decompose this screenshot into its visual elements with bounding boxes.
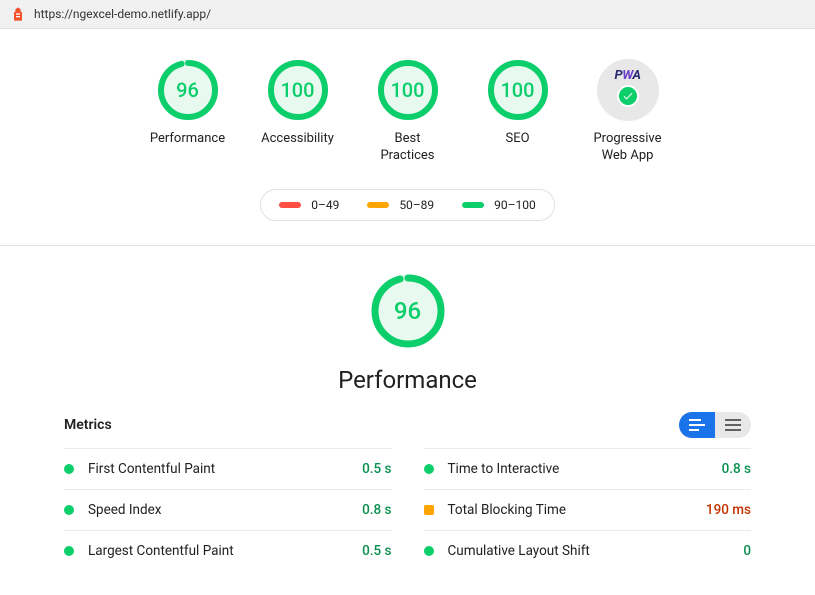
legend-range: 0–49 (311, 198, 339, 212)
view-toggle-expanded-button[interactable] (679, 412, 715, 438)
gauge-value: 100 (487, 59, 549, 121)
metric-status-icon (424, 546, 434, 556)
metrics-view-toggle (679, 412, 751, 438)
score-label: Performance (150, 131, 225, 148)
pwa-check-icon (617, 85, 639, 107)
metric-name: Largest Contentful Paint (88, 543, 362, 559)
metric-value: 0.5 s (362, 543, 391, 559)
gauge-accessibility: 100 (267, 59, 329, 121)
score-label: SEO (505, 131, 529, 148)
metric-status-icon (424, 464, 434, 474)
metric-row[interactable]: First Contentful Paint 0.5 s (64, 448, 392, 489)
metric-name: Time to Interactive (448, 461, 722, 477)
lighthouse-icon (10, 6, 26, 22)
score-pwa[interactable]: PWA ProgressiveWeb App (589, 59, 667, 165)
metric-value: 0.8 s (362, 502, 391, 518)
metrics-header: Metrics (64, 412, 751, 438)
metric-row[interactable]: Cumulative Layout Shift 0 (424, 530, 752, 571)
legend-range: 90–100 (494, 198, 536, 212)
score-label: BestPractices (380, 131, 434, 165)
legend-item: 0–49 (279, 198, 339, 212)
legend-swatch (462, 202, 484, 208)
metric-name: First Contentful Paint (88, 461, 362, 477)
url-text: https://ngexcel-demo.netlify.app/ (34, 7, 211, 21)
metric-value: 190 ms (706, 502, 751, 518)
metric-status-icon (64, 505, 74, 515)
category-title: Performance (338, 366, 477, 394)
url-bar: https://ngexcel-demo.netlify.app/ (0, 0, 815, 29)
gauge-seo: 100 (487, 59, 549, 121)
metric-name: Speed Index (88, 502, 362, 518)
score-legend: 0–49 50–89 90–100 (260, 189, 555, 221)
category-score-section: 96 Performance (0, 246, 815, 412)
metric-value: 0.8 s (722, 461, 751, 477)
category-gauge: 96 (369, 272, 447, 350)
gauge-best: 100 (377, 59, 439, 121)
gauge-value: 100 (267, 59, 329, 121)
legend-range: 50–89 (399, 198, 434, 212)
category-gauge-value: 96 (369, 272, 447, 350)
legend-item: 50–89 (367, 198, 434, 212)
gauge-performance: 96 (157, 59, 219, 121)
legend-item: 90–100 (462, 198, 536, 212)
metric-name: Total Blocking Time (448, 502, 706, 518)
gauge-value: 96 (157, 59, 219, 121)
metric-status-icon (64, 546, 74, 556)
metric-row[interactable]: Time to Interactive 0.8 s (424, 448, 752, 489)
view-toggle-compact-button[interactable] (715, 412, 751, 438)
pwa-icon: PWA (615, 68, 641, 83)
metrics-grid: First Contentful Paint 0.5 s Time to Int… (64, 448, 751, 571)
score-best[interactable]: 100 BestPractices (369, 59, 447, 165)
metric-status-icon (64, 464, 74, 474)
scores-row: 96 Performance 100 Accessibility 100 Bes… (0, 29, 815, 181)
metric-value: 0 (743, 543, 751, 559)
score-seo[interactable]: 100 SEO (479, 59, 557, 165)
metric-name: Cumulative Layout Shift (448, 543, 744, 559)
score-label: Accessibility (261, 131, 334, 148)
metric-status-icon (424, 505, 434, 515)
gauge-value: 100 (377, 59, 439, 121)
metric-value: 0.5 s (362, 461, 391, 477)
metrics-section: Metrics First Contentful Paint 0.5 s Tim… (0, 412, 815, 595)
metric-row[interactable]: Speed Index 0.8 s (64, 489, 392, 530)
legend-swatch (367, 202, 389, 208)
metric-row[interactable]: Largest Contentful Paint 0.5 s (64, 530, 392, 571)
score-performance[interactable]: 96 Performance (149, 59, 227, 165)
pwa-badge: PWA (597, 59, 659, 121)
score-label: ProgressiveWeb App (593, 131, 661, 165)
score-accessibility[interactable]: 100 Accessibility (259, 59, 337, 165)
legend-swatch (279, 202, 301, 208)
metrics-heading: Metrics (64, 417, 112, 433)
metric-row[interactable]: Total Blocking Time 190 ms (424, 489, 752, 530)
